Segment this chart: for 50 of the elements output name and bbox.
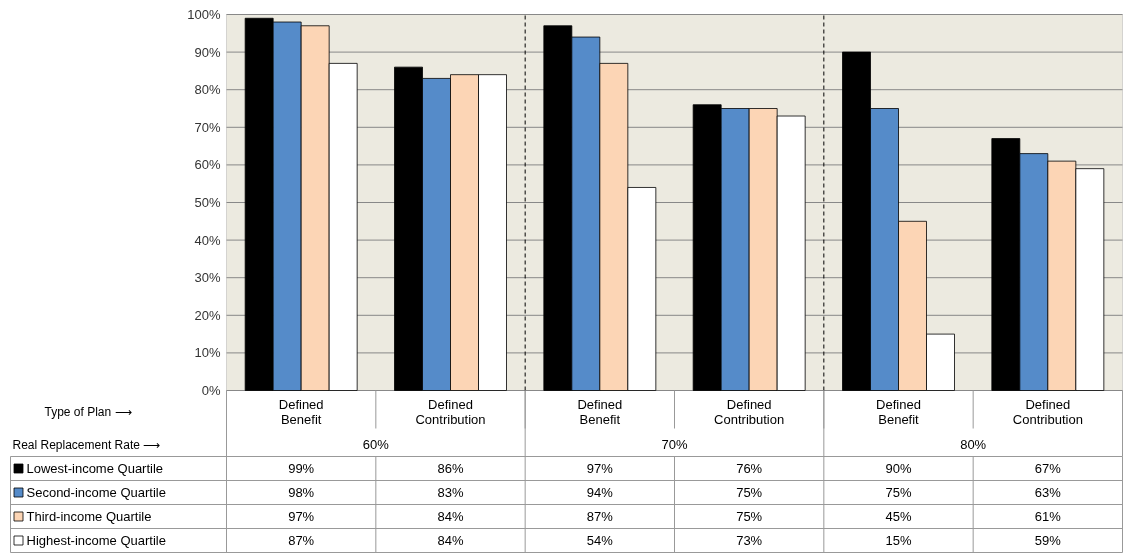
y-tick-label: 100% — [187, 7, 221, 22]
y-tick-label: 20% — [194, 307, 221, 323]
data-label: 98% — [288, 485, 315, 500]
x-tick-label: Defined Contribution — [415, 396, 486, 427]
x-tick-label: Defined Contribution — [1012, 396, 1083, 427]
data-label: 90% — [885, 461, 912, 476]
data-label: 73% — [736, 533, 763, 548]
text: 80% — [960, 437, 987, 452]
y-tick-label: 60% — [194, 157, 221, 173]
x-tick-label: Defined Benefit — [577, 396, 623, 427]
data-label: 97% — [586, 461, 614, 476]
data-label: 87% — [288, 533, 315, 548]
x-tick-label: Defined Contribution — [714, 396, 785, 427]
data-label: 94% — [586, 485, 614, 500]
text: 70% — [661, 437, 688, 452]
data-label: 63% — [1034, 485, 1062, 500]
data-label: 97% — [288, 509, 315, 524]
data-label: 87% — [586, 509, 614, 524]
y-tick-label: 0% — [201, 383, 221, 398]
data-label: 45% — [885, 509, 912, 524]
data-label: 75% — [736, 509, 763, 524]
y-tick-label: 30% — [194, 270, 221, 286]
text: Type of Plan ⟶ — [44, 404, 132, 419]
data-label: 84% — [437, 509, 464, 524]
data-label: 54% — [586, 533, 614, 548]
text: 60% — [362, 437, 390, 452]
data-label: 59% — [1034, 533, 1062, 548]
y-tick-label: 90% — [194, 44, 221, 60]
x-tick-label: Defined Benefit — [876, 396, 921, 427]
legend-label: Second-income Quartile — [26, 485, 166, 500]
data-label: 86% — [437, 461, 464, 476]
data-label: 76% — [736, 461, 763, 476]
data-label: 67% — [1034, 461, 1062, 476]
legend-label: Lowest-income Quartile — [26, 461, 164, 476]
data-label: 61% — [1034, 509, 1062, 524]
x-tick-label: Defined Benefit — [278, 396, 324, 427]
y-tick-label: 40% — [194, 232, 221, 248]
y-tick-label: 70% — [194, 119, 221, 135]
data-label: 83% — [437, 485, 464, 500]
data-label: 99% — [288, 461, 315, 476]
legend-label: Third-income Quartile — [26, 509, 152, 524]
data-label: 15% — [885, 533, 912, 548]
y-tick-label: 80% — [194, 82, 221, 98]
y-tick-label: 50% — [194, 195, 221, 210]
text: Real Replacement Rate ⟶ — [12, 437, 161, 452]
y-tick-label: 10% — [194, 345, 221, 361]
legend-label: Highest-income Quartile — [26, 533, 166, 548]
data-label: 75% — [736, 485, 763, 500]
data-label: 75% — [885, 485, 912, 500]
data-label: 84% — [437, 533, 464, 548]
